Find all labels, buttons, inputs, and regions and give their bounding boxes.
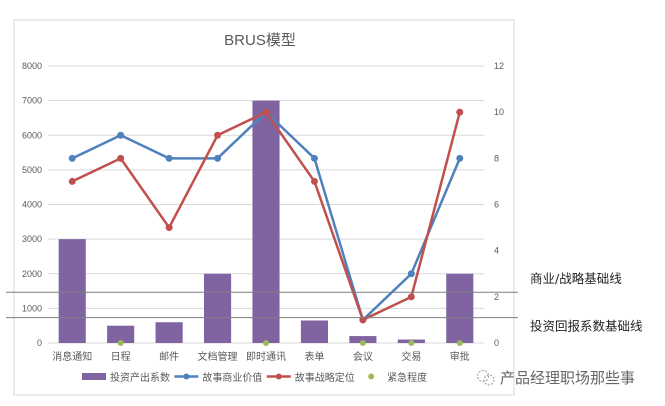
legend-marker <box>183 373 190 380</box>
line-series <box>68 108 464 324</box>
chart-title: BRUS模型 <box>224 32 296 49</box>
left-tick-label: 5000 <box>22 165 42 175</box>
scatter-point <box>117 340 124 346</box>
legend-label: 投资产出系数 <box>110 371 170 384</box>
bar <box>300 320 329 343</box>
line-marker <box>407 293 415 301</box>
category-label: 交易 <box>401 350 421 363</box>
reference-line-label: 投资回报系数基础线 <box>530 319 643 334</box>
legend-swatch <box>82 373 106 380</box>
bar <box>58 239 86 343</box>
left-tick-label: 7000 <box>22 96 42 106</box>
left-tick-label: 6000 <box>22 130 42 140</box>
watermark-text: 产品经理职场那些事 <box>500 369 635 387</box>
right-axis: 0 2 4 6 8 10 12 <box>494 61 504 348</box>
bar <box>252 100 280 343</box>
right-tick-label: 12 <box>494 61 504 71</box>
line-marker <box>214 154 222 162</box>
line-marker <box>68 177 76 185</box>
line-marker <box>310 177 318 185</box>
category-label: 即时通讯 <box>246 351 286 363</box>
right-tick-label: 8 <box>494 153 499 163</box>
line-marker <box>214 131 222 139</box>
right-tick-label: 10 <box>494 107 504 117</box>
category-label: 日程 <box>111 351 131 363</box>
category-label: 会议 <box>353 350 373 363</box>
legend-label: 故事商业价值 <box>202 371 262 384</box>
legend-item: 故事战略定位 <box>266 371 355 384</box>
line-marker <box>165 154 173 162</box>
bar <box>446 273 474 343</box>
line-marker <box>359 316 367 324</box>
reference-line-label: 商业/战略基础线 <box>530 271 622 286</box>
category-label: 表单 <box>304 350 324 363</box>
bar <box>203 273 232 343</box>
line-marker <box>456 108 464 116</box>
left-tick-label: 0 <box>37 338 42 348</box>
legend-item: 紧急程度 <box>368 371 427 384</box>
left-tick-label: 8000 <box>22 61 42 71</box>
category-label: 文档管理 <box>198 350 238 363</box>
category-label: 消息通知 <box>52 350 92 363</box>
scatter-series <box>117 340 463 346</box>
scatter-point <box>408 340 415 346</box>
legend-item: 投资产出系数 <box>82 371 170 384</box>
left-tick-label: 3000 <box>22 234 42 244</box>
legend: 投资产出系数 故事商业价值 故事战略定位 紧急程度 <box>82 371 427 384</box>
legend-marker <box>275 373 282 380</box>
right-tick-label: 4 <box>494 246 499 256</box>
line-marker <box>117 131 125 139</box>
bar <box>155 322 183 343</box>
legend-marker <box>368 373 375 380</box>
bar <box>107 325 135 343</box>
line-marker <box>407 270 415 278</box>
right-tick-label: 0 <box>494 338 499 348</box>
right-tick-label: 6 <box>494 200 499 210</box>
left-tick-label: 2000 <box>22 269 42 279</box>
right-tick-label: 2 <box>494 292 499 302</box>
line-marker <box>310 154 318 162</box>
scatter-point <box>263 340 269 346</box>
category-label: 邮件 <box>159 350 179 363</box>
category-label: 审批 <box>450 350 470 363</box>
legend-item: 故事商业价值 <box>174 371 262 384</box>
scatter-point <box>456 340 463 346</box>
wechat-icon <box>477 370 495 386</box>
line-marker <box>262 108 270 116</box>
category-axis: 消息通知 日程 邮件 文档管理 即时通讯 表单 会议 交易 审批 <box>52 350 470 363</box>
line-marker <box>165 224 173 232</box>
line-marker <box>456 154 464 162</box>
left-axis: 0 1000 2000 3000 4000 5000 6000 7000 8000 <box>22 61 42 348</box>
scatter-point <box>359 340 366 346</box>
watermark: 产品经理职场那些事 <box>477 369 635 387</box>
left-tick-label: 4000 <box>22 200 42 210</box>
left-tick-label: 1000 <box>22 303 42 313</box>
line-marker <box>117 154 125 162</box>
line-marker <box>68 154 76 162</box>
bar-series <box>58 100 474 343</box>
bar <box>349 336 377 343</box>
legend-label: 故事战略定位 <box>295 371 355 384</box>
legend-label: 紧急程度 <box>387 371 427 384</box>
